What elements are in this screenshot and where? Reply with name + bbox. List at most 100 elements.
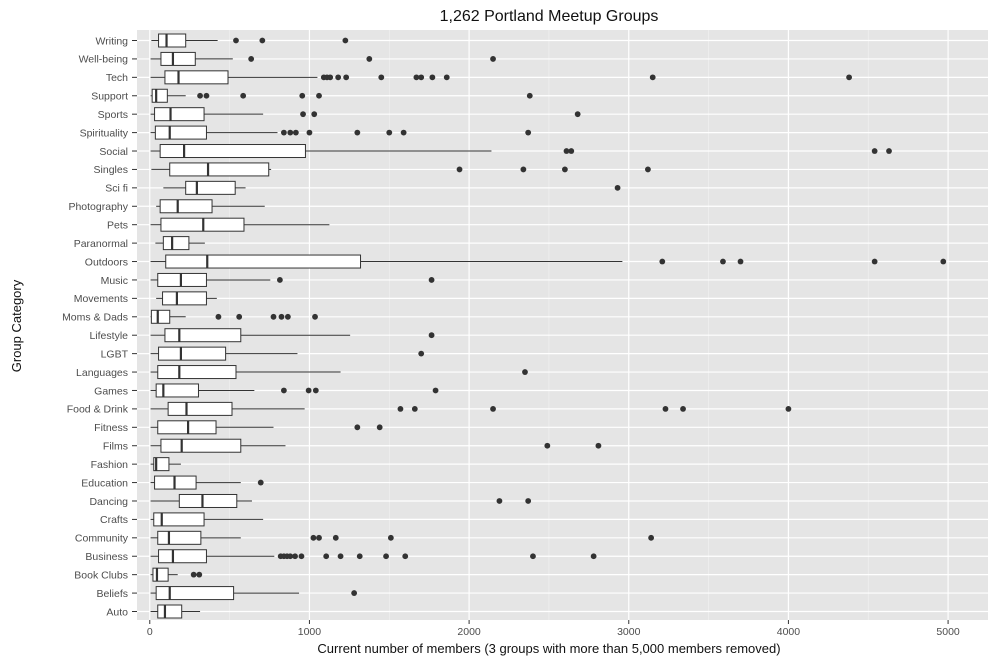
y-tick-label: Community xyxy=(75,533,129,545)
box-iqr xyxy=(158,346,227,361)
outlier-point xyxy=(645,166,651,173)
outlier-point xyxy=(432,387,439,394)
outlier-point xyxy=(196,571,203,578)
outlier-point xyxy=(402,553,409,560)
outlier-point xyxy=(278,313,285,320)
box-languages xyxy=(150,365,528,380)
outlier-point xyxy=(520,166,527,173)
box-support xyxy=(150,88,533,103)
outlier-point xyxy=(561,166,568,173)
y-tick-label: Sports xyxy=(98,109,128,121)
box-games xyxy=(150,383,439,398)
outlier-point xyxy=(846,74,852,81)
box-dancing xyxy=(150,493,532,508)
outlier-point xyxy=(648,534,655,541)
x-tick-label: 0 xyxy=(147,626,153,638)
box-sports xyxy=(150,107,581,122)
box-moms-dads xyxy=(150,309,318,324)
box-iqr xyxy=(162,291,207,306)
y-tick-label: Dancing xyxy=(89,496,128,508)
y-tick-label: Auto xyxy=(106,606,128,618)
box-food-drink xyxy=(150,401,792,416)
outlier-point xyxy=(400,129,407,136)
x-axis-ticks: 0 1000 2000 3000 4000 5000 xyxy=(147,620,960,638)
outlier-point xyxy=(429,74,436,81)
outlier-point xyxy=(387,534,394,541)
outlier-point xyxy=(351,590,358,596)
y-axis-ticks: Writing Well-being Tech Support Sports Spirit… xyxy=(62,35,137,618)
box-iqr xyxy=(164,328,242,343)
box-iqr xyxy=(159,144,306,159)
outlier-point xyxy=(659,258,666,265)
box-music xyxy=(150,272,435,287)
box-series xyxy=(150,33,947,619)
outlier-point xyxy=(240,92,247,99)
outlier-point xyxy=(257,479,264,486)
outlier-point xyxy=(259,37,266,44)
y-tick-label: Book Clubs xyxy=(74,569,128,581)
x-axis-title: Current number of members (3 groups with… xyxy=(317,641,780,656)
box-photography xyxy=(156,199,265,214)
outlier-point xyxy=(233,37,239,44)
box-iqr xyxy=(157,272,207,287)
box-beliefs xyxy=(150,586,358,601)
y-tick-label: Outdoors xyxy=(85,256,128,268)
outlier-point xyxy=(354,424,361,431)
outlier-point xyxy=(316,534,322,541)
outlier-point xyxy=(544,442,551,449)
outlier-point xyxy=(280,129,287,136)
box-iqr xyxy=(154,125,207,140)
y-tick-label: Spirituality xyxy=(80,127,129,139)
outlier-point xyxy=(563,148,570,154)
outlier-point xyxy=(310,534,317,541)
box-iqr xyxy=(159,199,213,214)
box-pets xyxy=(150,217,330,232)
box-lifestyle xyxy=(150,328,435,343)
outlier-point xyxy=(343,74,350,81)
outlier-point xyxy=(342,37,349,44)
box-iqr xyxy=(157,420,217,435)
box-iqr xyxy=(167,401,233,416)
outlier-point xyxy=(456,166,463,173)
box-fashion xyxy=(150,457,181,472)
outlier-point xyxy=(574,111,581,118)
outlier-point xyxy=(354,129,361,136)
outlier-point xyxy=(525,498,532,504)
y-tick-label: LGBT xyxy=(101,348,129,360)
outlier-point xyxy=(590,553,597,560)
box-iqr xyxy=(153,457,170,472)
plot-panel xyxy=(137,30,988,620)
outlier-point xyxy=(323,553,330,560)
outlier-point xyxy=(316,92,322,99)
y-tick-label: Support xyxy=(91,91,128,103)
outlier-point xyxy=(680,405,686,412)
x-tick-label: 2000 xyxy=(457,626,481,638)
outlier-point xyxy=(276,277,283,283)
y-tick-label: Movements xyxy=(74,293,128,305)
outlier-point xyxy=(383,553,389,560)
outlier-point xyxy=(595,442,602,449)
box-iqr xyxy=(162,236,190,251)
box-iqr xyxy=(157,604,183,619)
outlier-point xyxy=(522,369,528,375)
grid-lines xyxy=(137,30,988,620)
y-tick-label: Food & Drink xyxy=(67,404,129,416)
outlier-point xyxy=(428,332,435,339)
box-tech xyxy=(150,70,852,85)
outlier-point xyxy=(886,148,892,154)
y-tick-label: Writing xyxy=(96,35,129,47)
box-iqr xyxy=(154,107,205,122)
y-tick-label: Singles xyxy=(94,164,128,176)
box-iqr xyxy=(151,88,168,103)
outlier-point xyxy=(312,387,319,394)
box-well-being xyxy=(150,51,496,66)
outlier-point xyxy=(428,277,435,283)
box-iqr xyxy=(178,493,238,508)
outlier-point xyxy=(737,258,744,265)
box-crafts xyxy=(150,512,264,527)
outlier-point xyxy=(378,74,385,81)
y-tick-label: Games xyxy=(94,385,128,397)
outlier-point xyxy=(376,424,383,431)
y-tick-label: Films xyxy=(103,441,128,453)
outlier-point xyxy=(386,129,393,136)
